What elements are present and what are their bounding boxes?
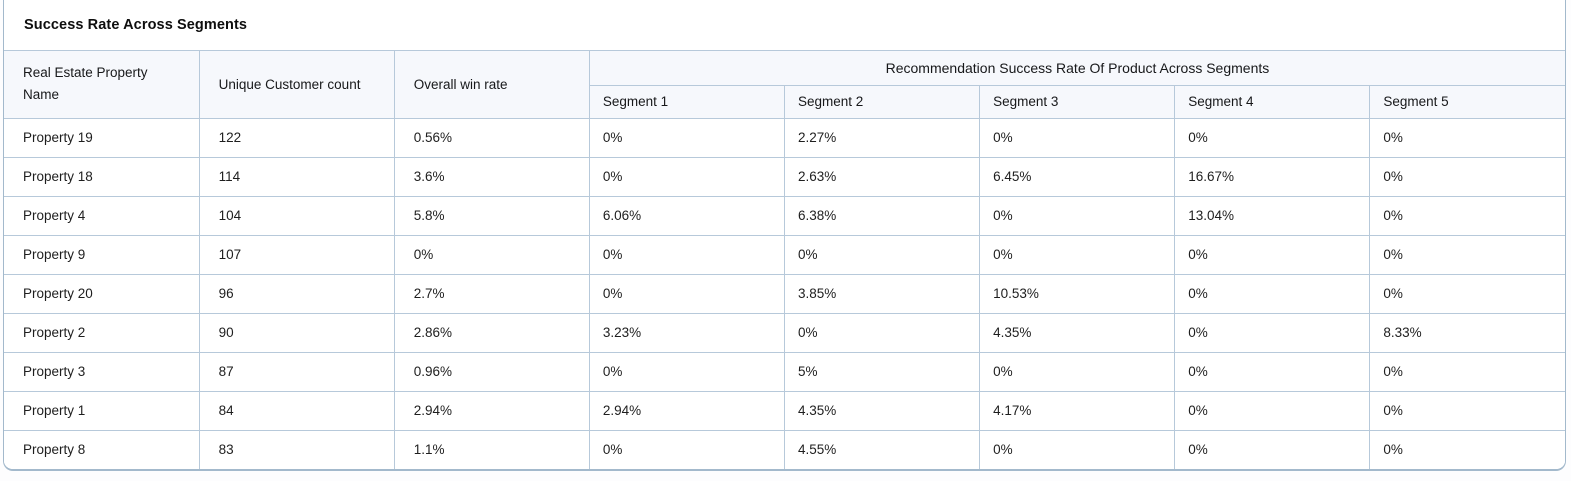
success-rate-table: Real Estate Property Name Unique Custome… xyxy=(4,50,1565,469)
cell-segment-5: 0% xyxy=(1369,117,1565,158)
table-row: Property 19 122 0.56% 0% 2.27% 0% 0% 0% xyxy=(4,117,1565,158)
cell-customer-count: 84 xyxy=(198,390,395,431)
cell-segment-1: 0% xyxy=(588,273,786,314)
cell-segment-4: 13.04% xyxy=(1174,195,1371,236)
column-header-segment-2: Segment 2 xyxy=(783,84,981,119)
cell-customer-count: 114 xyxy=(198,156,395,197)
cell-segment-1: 0% xyxy=(588,351,786,392)
cell-segment-3: 0% xyxy=(979,117,1176,158)
cell-segment-1: 3.23% xyxy=(588,312,786,353)
cell-segment-3: 10.53% xyxy=(979,273,1176,314)
column-header-segment-3: Segment 3 xyxy=(979,84,1176,119)
table-row: Property 8 83 1.1% 0% 4.55% 0% 0% 0% xyxy=(4,429,1565,469)
table-row: Property 1 84 2.94% 2.94% 4.35% 4.17% 0% 0% xyxy=(4,390,1565,431)
table-row: Property 18 114 3.6% 0% 2.63% 6.45% 16.67% 0% xyxy=(4,156,1565,197)
cell-win-rate: 0% xyxy=(393,234,590,275)
column-header-segment-4: Segment 4 xyxy=(1174,84,1371,119)
column-header-segment-1: Segment 1 xyxy=(588,84,786,119)
cell-segment-4: 0% xyxy=(1174,273,1371,314)
cell-segment-5: 0% xyxy=(1369,273,1565,314)
cell-property-name: Property 19 xyxy=(4,117,200,158)
cell-win-rate: 5.8% xyxy=(393,195,590,236)
cell-segment-5: 0% xyxy=(1369,429,1565,469)
table-row: Property 2 90 2.86% 3.23% 0% 4.35% 0% 8.33% xyxy=(4,312,1565,353)
column-header-property-name-label: Real Estate Property Name xyxy=(23,65,148,103)
table-row: Property 4 104 5.8% 6.06% 6.38% 0% 13.04% 0% xyxy=(4,195,1565,236)
cell-segment-2: 6.38% xyxy=(783,195,981,236)
cell-segment-1: 0% xyxy=(588,234,786,275)
cell-property-name: Property 9 xyxy=(4,234,200,275)
cell-segment-5: 0% xyxy=(1369,234,1565,275)
cell-property-name: Property 18 xyxy=(4,156,200,197)
cell-segment-4: 0% xyxy=(1174,312,1371,353)
cell-property-name: Property 3 xyxy=(4,351,200,392)
cell-segment-5: 0% xyxy=(1369,390,1565,431)
cell-segment-2: 5% xyxy=(783,351,981,392)
cell-segment-5: 0% xyxy=(1369,156,1565,197)
cell-win-rate: 2.86% xyxy=(393,312,590,353)
widget-title-bar: Success Rate Across Segments xyxy=(4,0,1565,51)
cell-segment-5: 0% xyxy=(1369,351,1565,392)
cell-win-rate: 1.1% xyxy=(393,429,590,469)
header-row-group: Real Estate Property Name Unique Custome… xyxy=(4,50,1565,119)
cell-segment-1: 0% xyxy=(588,117,786,158)
widget-title: Success Rate Across Segments xyxy=(24,17,248,33)
column-header-win-rate: Overall win rate xyxy=(393,50,590,119)
column-header-customer-count: Unique Customer count xyxy=(198,50,395,119)
column-header-property-name: Real Estate Property Name xyxy=(4,50,200,119)
cell-property-name: Property 20 xyxy=(4,273,200,314)
table-row: Property 20 96 2.7% 0% 3.85% 10.53% 0% 0% xyxy=(4,273,1565,314)
cell-property-name: Property 8 xyxy=(4,429,200,469)
cell-segment-4: 0% xyxy=(1174,351,1371,392)
cell-customer-count: 104 xyxy=(198,195,395,236)
cell-segment-1: 0% xyxy=(588,429,786,469)
cell-win-rate: 0.56% xyxy=(393,117,590,158)
table-widget-card: Success Rate Across Segments Real Estate… xyxy=(3,0,1566,471)
cell-win-rate: 2.7% xyxy=(393,273,590,314)
cell-segment-2: 4.55% xyxy=(783,429,981,469)
cell-property-name: Property 2 xyxy=(4,312,200,353)
cell-segment-3: 0% xyxy=(979,195,1176,236)
cell-segment-2: 2.63% xyxy=(783,156,981,197)
cell-segment-1: 6.06% xyxy=(588,195,786,236)
cell-segment-2: 0% xyxy=(783,312,981,353)
cell-customer-count: 87 xyxy=(198,351,395,392)
cell-segment-4: 16.67% xyxy=(1174,156,1371,197)
cell-win-rate: 2.94% xyxy=(393,390,590,431)
table-row: Property 9 107 0% 0% 0% 0% 0% 0% xyxy=(4,234,1565,275)
cell-segment-2: 2.27% xyxy=(783,117,981,158)
cell-segment-4: 0% xyxy=(1174,390,1371,431)
cell-segment-3: 6.45% xyxy=(979,156,1176,197)
cell-segment-4: 0% xyxy=(1174,117,1371,158)
table-row: Property 3 87 0.96% 0% 5% 0% 0% 0% xyxy=(4,351,1565,392)
cell-property-name: Property 1 xyxy=(4,390,200,431)
cell-segment-2: 4.35% xyxy=(783,390,981,431)
cell-segment-3: 4.17% xyxy=(979,390,1176,431)
cell-segment-1: 2.94% xyxy=(588,390,786,431)
cell-win-rate: 3.6% xyxy=(393,156,590,197)
cell-customer-count: 90 xyxy=(198,312,395,353)
cell-segment-5: 8.33% xyxy=(1369,312,1565,353)
cell-customer-count: 96 xyxy=(198,273,395,314)
cell-property-name: Property 4 xyxy=(4,195,200,236)
cell-customer-count: 107 xyxy=(198,234,395,275)
cell-segment-5: 0% xyxy=(1369,195,1565,236)
cell-segment-3: 0% xyxy=(979,234,1176,275)
column-header-segment-5: Segment 5 xyxy=(1369,84,1565,119)
cell-customer-count: 83 xyxy=(198,429,395,469)
cell-segment-3: 0% xyxy=(979,429,1176,469)
cell-segment-4: 0% xyxy=(1174,234,1371,275)
cell-win-rate: 0.96% xyxy=(393,351,590,392)
cell-segment-2: 3.85% xyxy=(783,273,981,314)
column-group-header-segments: Recommendation Success Rate Of Product A… xyxy=(588,50,1565,86)
cell-segment-2: 0% xyxy=(783,234,981,275)
cell-customer-count: 122 xyxy=(198,117,395,158)
cell-segment-3: 4.35% xyxy=(979,312,1176,353)
table-header: Real Estate Property Name Unique Custome… xyxy=(4,50,1565,119)
cell-segment-1: 0% xyxy=(588,156,786,197)
header-row-segments: Segment 1 Segment 2 Segment 3 Segment 4 … xyxy=(4,84,1565,119)
table-body: Property 19 122 0.56% 0% 2.27% 0% 0% 0% Property… xyxy=(4,117,1565,469)
cell-segment-4: 0% xyxy=(1174,429,1371,469)
cell-segment-3: 0% xyxy=(979,351,1176,392)
